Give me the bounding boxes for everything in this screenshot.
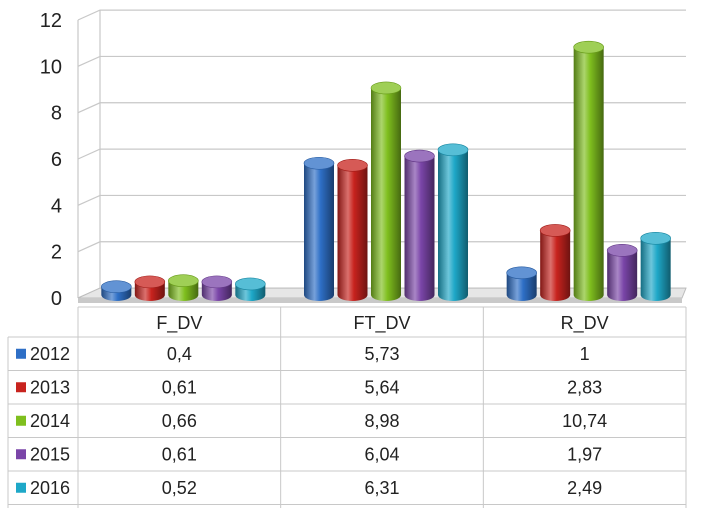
y-axis-ticks: 0 2 4 6 8 10 12 <box>40 10 62 310</box>
bar-2013-FT_DV <box>337 165 368 301</box>
bar-top-2014-F_DV <box>168 274 199 288</box>
legend-swatch-2015 <box>16 449 26 460</box>
bar-2014-FT_DV <box>371 87 401 301</box>
table-cell: 1,97 <box>567 444 602 464</box>
bar-2013-R_DV <box>540 230 571 301</box>
bar-top-2014-R_DV <box>573 40 604 54</box>
bar-top-2013-FT_DV <box>337 159 368 172</box>
bar-2012-R_DV <box>506 272 537 301</box>
table-cell: 5,73 <box>364 344 399 364</box>
table-cell: 6,31 <box>364 478 399 498</box>
legend-swatch-2012 <box>16 348 26 359</box>
y-tick-label: 6 <box>51 149 62 171</box>
bar-top-2012-F_DV <box>101 280 132 294</box>
table-cell: 8,98 <box>364 411 399 431</box>
legend-swatch-2016 <box>16 482 26 493</box>
legend-label: 2015 <box>30 444 70 464</box>
column-header: F_DV <box>156 313 202 334</box>
bar-top-2015-F_DV <box>201 275 233 289</box>
bar-2015-FT_DV <box>404 156 435 301</box>
table-cell: 0,66 <box>162 411 197 431</box>
table-cell: 5,64 <box>364 377 399 397</box>
column-header: FT_DV <box>353 313 410 334</box>
bar-2012-FT_DV <box>304 163 334 301</box>
table-cell: 0,61 <box>162 377 197 397</box>
bar-2016-R_DV <box>640 238 671 301</box>
table-cell: 0,61 <box>162 444 197 464</box>
bar-top-2016-FT_DV <box>437 143 469 157</box>
y-tick-label: 10 <box>40 56 62 78</box>
legend-label: 2013 <box>30 377 70 397</box>
column-header: R_DV <box>561 313 609 334</box>
bar-top-2016-F_DV <box>235 277 266 291</box>
table-cell: 2,49 <box>567 478 602 498</box>
bar-top-2013-R_DV <box>539 224 571 237</box>
table-cell: 2,83 <box>567 377 602 397</box>
y-tick-label: 8 <box>51 103 62 125</box>
table-cell: 0,4 <box>167 344 192 364</box>
bar-2016-FT_DV <box>438 149 468 301</box>
y-tick-label: 4 <box>51 195 62 217</box>
table-cell: 1 <box>580 344 590 364</box>
legend-swatch-2014 <box>16 415 26 426</box>
bar-top-2014-FT_DV <box>370 81 402 95</box>
bar-top-2015-R_DV <box>606 244 638 257</box>
y-tick-label: 2 <box>51 242 62 264</box>
bar-top-2013-F_DV <box>134 275 166 289</box>
bar-2014-R_DV <box>573 47 604 301</box>
bar-top-2012-R_DV <box>506 266 537 280</box>
bar-top-2012-FT_DV <box>303 156 335 170</box>
y-tick-label: 12 <box>40 10 62 32</box>
bar-top-2016-R_DV <box>640 232 671 245</box>
table-cell: 6,04 <box>364 444 399 464</box>
bars <box>101 40 671 301</box>
bar-top-2015-FT_DV <box>404 149 435 163</box>
legend-label: 2014 <box>30 411 70 431</box>
bar-2015-R_DV <box>607 250 638 301</box>
legend-swatch-2013 <box>16 382 26 393</box>
table-cell: 0,52 <box>162 478 197 498</box>
legend-label: 2016 <box>30 478 70 498</box>
data-table: F_DV FT_DV R_DV 2012 0,4 5,73 1 2013 0,61 5,64 2,8… <box>7 306 687 508</box>
y-tick-label: 0 <box>51 288 62 310</box>
table-cell: 10,74 <box>562 411 607 431</box>
legend-label: 2012 <box>30 344 70 364</box>
